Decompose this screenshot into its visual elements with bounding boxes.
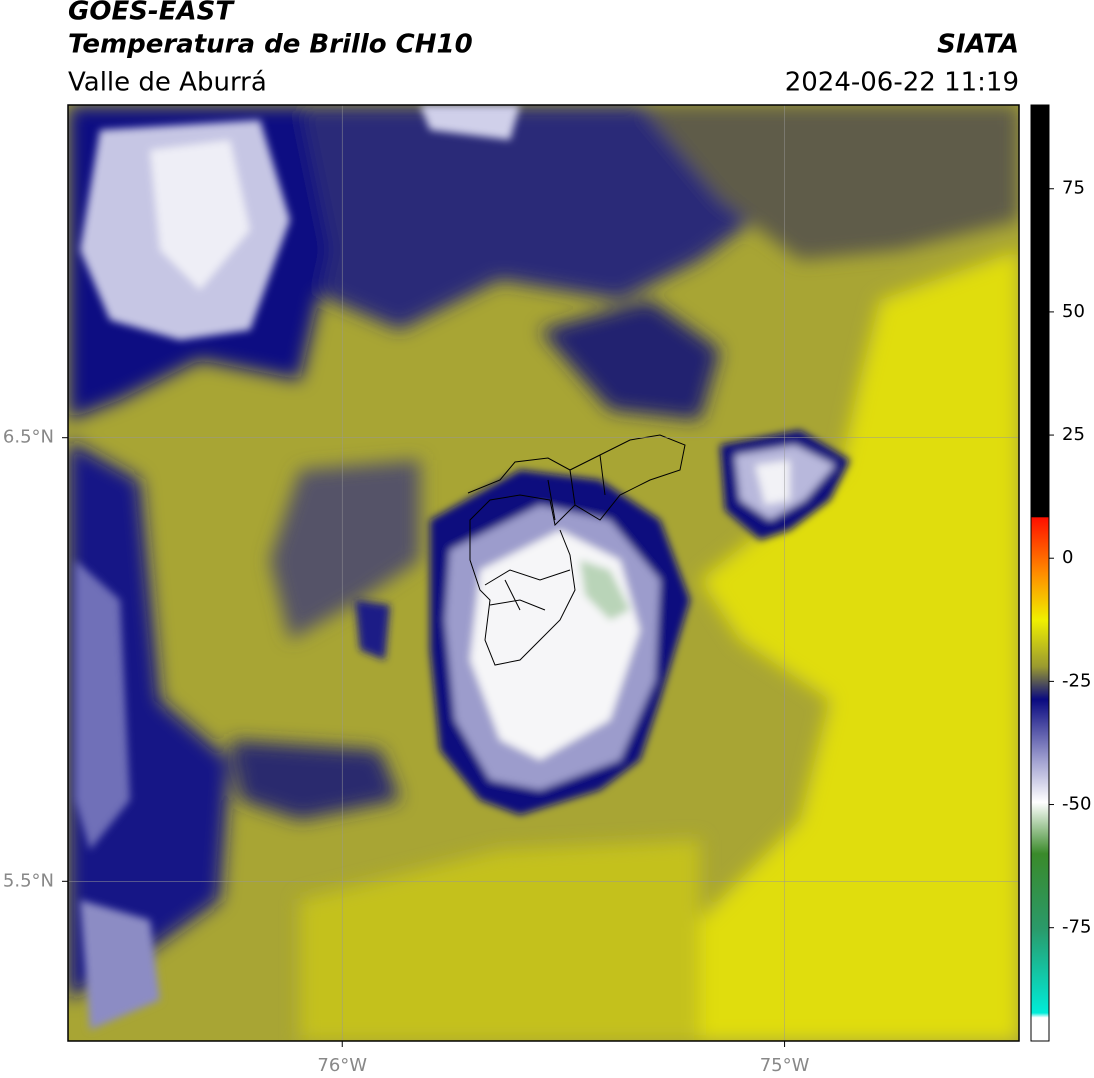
colorbar-tick-label: -75 <box>1062 917 1091 938</box>
colorbar-tick-label: 25 <box>1062 424 1085 445</box>
source: SIATA <box>937 30 1019 60</box>
lat-tick-label: 6.5°N <box>3 427 54 448</box>
subtitle: Valle de Aburrá <box>68 68 267 98</box>
map-frame <box>67 104 1020 1042</box>
lat-tick-label: 5.5°N <box>3 870 54 891</box>
title-line2: Temperatura de Brillo CH10 <box>68 30 473 60</box>
colorbar-tick-label: -25 <box>1062 670 1091 691</box>
colorbar-tick-label: 75 <box>1062 178 1085 199</box>
colorbar-tick-label: 0 <box>1062 547 1073 568</box>
datetime: 2024-06-22 11:19 <box>785 68 1019 98</box>
colorbar-tick-label: 50 <box>1062 301 1085 322</box>
satellite-image <box>68 105 1019 1041</box>
colorbar <box>1030 104 1050 1042</box>
lon-tick-label: 75°W <box>760 1055 810 1076</box>
colorbar-tick-label: -50 <box>1062 794 1091 815</box>
lon-tick-label: 76°W <box>317 1055 367 1076</box>
graticule <box>68 105 1019 1041</box>
title-line1: GOES-EAST <box>68 0 235 27</box>
boundaries <box>467 434 686 666</box>
